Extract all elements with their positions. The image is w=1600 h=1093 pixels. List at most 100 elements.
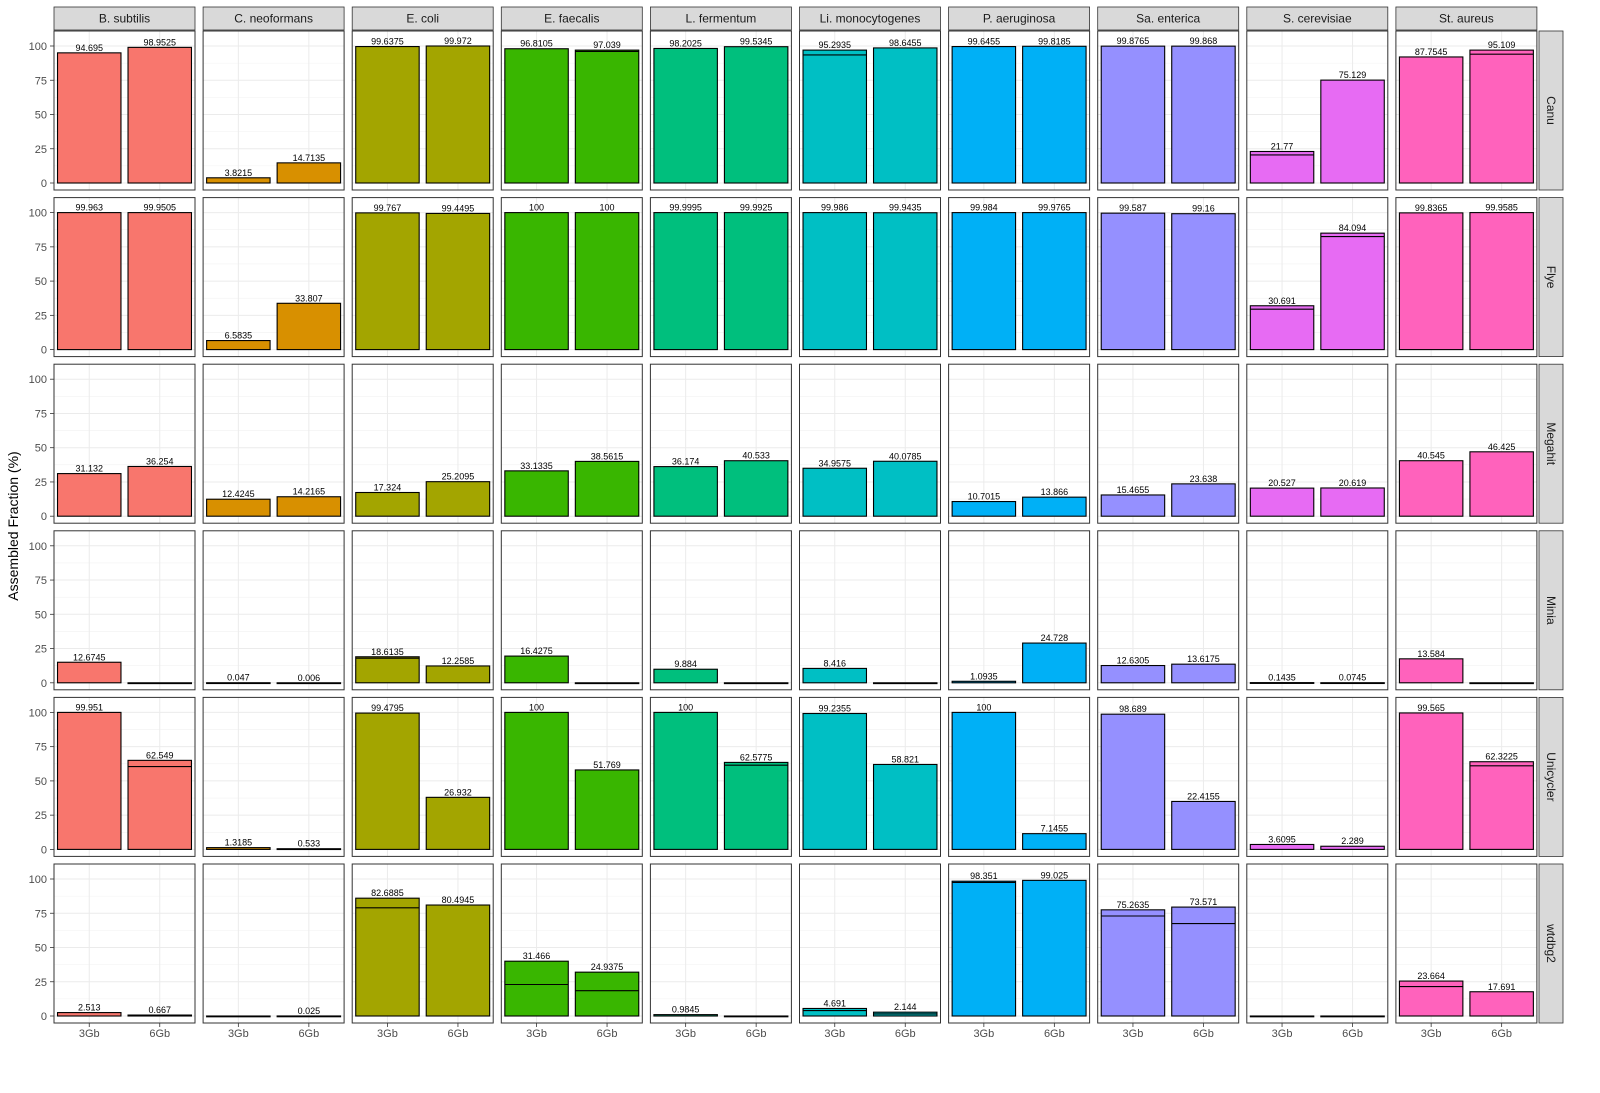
- bar-Unicycler-0-6Gb: [127, 759, 193, 850]
- bar-Flye-0-3Gb: [56, 212, 122, 351]
- bar-Unicycler-4-3Gb: [653, 711, 718, 850]
- panel-border: [1097, 197, 1240, 358]
- panel-3-1: 0.047 0.006: [202, 530, 345, 691]
- facet-strip-5: [799, 6, 941, 31]
- y-tick-label: 25: [35, 477, 47, 489]
- panel-4-8: 3.6095 2.289: [1246, 696, 1389, 857]
- data-label: 36.254: [146, 456, 174, 466]
- panel-2-7: 15.4655 23.638: [1097, 363, 1240, 524]
- x-tick-label: 3Gb: [1123, 1028, 1144, 1040]
- bar-wtdbg2-7-6Gb: [1171, 906, 1236, 1017]
- data-label: 99.4495: [442, 203, 475, 213]
- panel-border: [948, 197, 1091, 358]
- bar-Megahit-1-6Gb: [276, 496, 342, 517]
- panel-border: [649, 696, 792, 857]
- data-label: 99.951: [75, 702, 103, 712]
- panel-border: [948, 863, 1091, 1024]
- data-label: 62.5775: [740, 752, 773, 762]
- y-tick-label: 50: [35, 276, 47, 288]
- data-label: 99.16: [1192, 204, 1215, 214]
- bar-Megahit-3-6Gb: [574, 460, 640, 517]
- panel-border: [500, 696, 643, 857]
- panel-bg: [203, 530, 345, 690]
- x-tick-label: 3Gb: [228, 1028, 249, 1040]
- data-label: 13.866: [1041, 487, 1069, 497]
- data-label: 100: [976, 702, 991, 712]
- data-label: 8.416: [823, 658, 846, 668]
- data-label: 13.6175: [1187, 654, 1220, 664]
- bar-Minia-1-3Gb: [206, 682, 271, 685]
- bar-wtdbg2-2-6Gb: [425, 904, 491, 1017]
- panel-border: [799, 530, 941, 691]
- bar-wtdbg2-4-6Gb: [723, 1015, 789, 1018]
- data-label: 14.7135: [293, 153, 326, 163]
- data-label: 80.4945: [442, 895, 475, 905]
- bar-Canu-2-6Gb: [425, 45, 491, 184]
- data-label: 99.8765: [1117, 36, 1150, 46]
- y-tick-label: 25: [35, 144, 47, 156]
- bar-Flye-2-3Gb: [355, 212, 420, 351]
- data-label: 98.351: [970, 871, 998, 881]
- data-label: 99.9505: [143, 203, 176, 213]
- panel-border: [202, 197, 345, 358]
- y-tick-label: 0: [41, 178, 47, 190]
- x-tick-label: 3Gb: [675, 1028, 696, 1040]
- bar-Unicycler-1-3Gb: [206, 847, 271, 850]
- data-label: 34.9575: [818, 458, 851, 468]
- y-tick-label: 25: [35, 310, 47, 322]
- bar-Megahit-9-3Gb: [1398, 460, 1464, 517]
- panel-5-9: 23.664 17.691: [1395, 863, 1538, 1024]
- x-tick-label: 3Gb: [79, 1028, 100, 1040]
- panel-2-3: 33.1335 38.5615: [500, 363, 643, 524]
- y-tick-label: 75: [35, 408, 47, 420]
- bar-Flye-1-6Gb: [276, 302, 342, 351]
- bar-Megahit-5-3Gb: [802, 467, 868, 517]
- data-label: 75.2635: [1117, 900, 1150, 910]
- bar-Flye-4-3Gb: [653, 212, 718, 351]
- data-label: 31.132: [75, 464, 103, 474]
- y-tick-label: 75: [35, 242, 47, 254]
- bar-Unicycler-5-6Gb: [872, 763, 938, 850]
- bar-Flye-6-6Gb: [1022, 212, 1087, 351]
- panel-3-9: 13.584: [1395, 530, 1538, 691]
- data-label: 33.1335: [520, 461, 553, 471]
- bar-Flye-6-3Gb: [951, 212, 1017, 351]
- bar-Canu-9-6Gb: [1469, 49, 1534, 184]
- facet-strip-label-2: E. coli: [406, 12, 439, 26]
- bar-Unicycler-6-6Gb: [1022, 833, 1087, 850]
- y-tick-label: 0: [41, 844, 47, 856]
- data-label: 62.3225: [1485, 752, 1518, 762]
- facet-strip-label-1: C. neoformans: [234, 12, 313, 26]
- data-label: 46.425: [1488, 442, 1516, 452]
- x-tick-label: 3Gb: [973, 1028, 994, 1040]
- panel-border: [1097, 530, 1240, 691]
- data-label: 0.025: [298, 1006, 321, 1016]
- data-label: 99.972: [444, 36, 472, 46]
- bar-Unicycler-8-6Gb: [1320, 845, 1385, 850]
- y-tick-label: 75: [35, 742, 47, 754]
- x-tick-label: 3Gb: [1421, 1028, 1442, 1040]
- y-tick-label: 25: [35, 644, 47, 656]
- data-label: 31.466: [523, 951, 551, 961]
- data-label: 82.6885: [371, 888, 404, 898]
- data-label: 2.513: [78, 1003, 101, 1013]
- facet-strip-1: [202, 6, 345, 31]
- panel-border: [799, 863, 941, 1024]
- data-label: 95.109: [1488, 40, 1516, 50]
- panel-3-0: 12.6745: [53, 530, 196, 691]
- data-label: 99.9995: [669, 203, 702, 213]
- bar-Flye-1-3Gb: [206, 340, 271, 351]
- panel-border: [202, 363, 345, 524]
- data-label: 3.8215: [225, 168, 253, 178]
- panel-1-7: 99.587 99.16: [1097, 197, 1240, 358]
- data-label: 7.1455: [1041, 824, 1069, 834]
- bar-Unicycler-7-6Gb: [1171, 800, 1236, 850]
- data-label: 36.174: [672, 457, 700, 467]
- panel-border: [202, 30, 345, 191]
- panel-1-4: 99.9995 99.9925: [649, 197, 792, 358]
- row-strip-3: [1538, 530, 1564, 691]
- panel-4-9: 99.565 62.3225: [1395, 696, 1538, 857]
- bar-Canu-6-3Gb: [951, 45, 1017, 184]
